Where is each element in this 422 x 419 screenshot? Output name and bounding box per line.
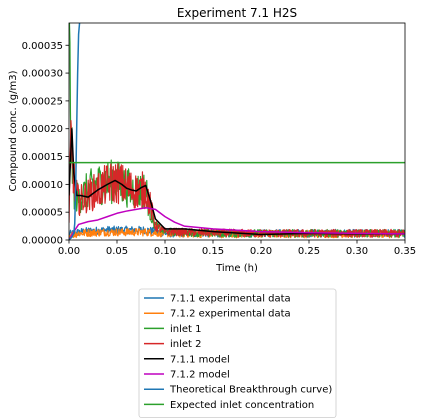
x-tick-label: 0.05: [106, 246, 128, 257]
series-line-6: [69, 206, 405, 240]
legend-box: [138, 288, 337, 419]
series-line-4: [69, 119, 405, 238]
y-tick-label: 0.00020: [22, 124, 63, 135]
y-tick-label: 0.00005: [22, 208, 63, 219]
series-group: [69, 23, 405, 240]
x-tick-label: 0.25: [298, 246, 320, 257]
series-line-7: [69, 23, 81, 240]
series-line-5: [69, 127, 405, 236]
x-tick-label: 0.20: [250, 246, 272, 257]
y-axis: 0.00000 0.00005 0.00010 0.00015 0.00020 0.000…: [22, 41, 69, 247]
legend-entry: 7.1.2 model: [170, 370, 230, 381]
plot-frame: [68, 22, 406, 241]
y-tick-label: 0.00030: [22, 69, 63, 80]
legend-entry: inlet 1: [170, 324, 202, 335]
legend-entry: inlet 2: [170, 339, 202, 350]
x-tick-label: 0.10: [154, 246, 176, 257]
y-tick-label: 0.00035: [22, 41, 63, 52]
legend: 7.1.1 experimental data 7.1.2 experimenta…: [138, 288, 337, 419]
y-tick-label: 0.00015: [22, 152, 63, 163]
plot-area: [68, 22, 406, 241]
y-tick-label: 0.00010: [22, 180, 63, 191]
x-tick-label: 0.15: [202, 246, 224, 257]
legend-entry: Expected inlet concentration: [170, 400, 314, 411]
legend-entry: 7.1.1 experimental data: [170, 294, 291, 305]
x-axis-label: Time (h): [215, 263, 258, 274]
chart-title: Experiment 7.1 H2S: [177, 6, 297, 20]
y-tick-label: 0.00000: [22, 236, 63, 247]
legend-entry: 7.1.1 model: [170, 354, 230, 365]
y-tick-label: 0.00025: [22, 96, 63, 107]
y-axis-label: Compound conc. (g/m3): [8, 70, 19, 191]
legend-entry: Theoretical Breakthrough curve): [169, 385, 332, 396]
x-tick-label: 0.00: [58, 246, 80, 257]
x-axis: 0.00 0.05 0.10 0.15 0.20 0.25 0.30 0.35: [58, 240, 416, 257]
legend-entry: 7.1.2 experimental data: [170, 309, 291, 320]
x-tick-label: 0.35: [394, 246, 416, 257]
x-tick-label: 0.30: [346, 246, 368, 257]
